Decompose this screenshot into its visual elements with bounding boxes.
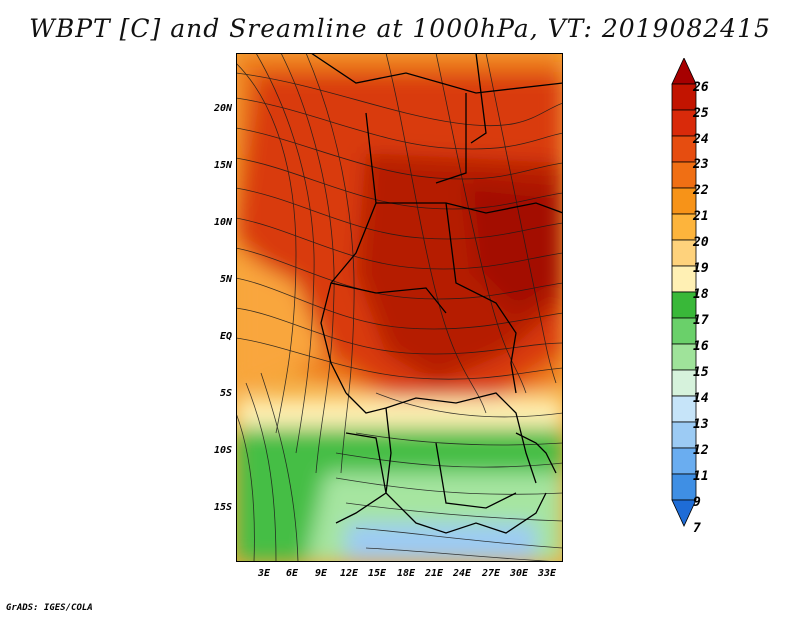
country-borders (236, 53, 563, 562)
lat-label-eq: EQ (219, 331, 232, 342)
colorbar-segment (671, 161, 697, 189)
lon-label-9e: 9E (314, 568, 328, 579)
colorbar-segment (671, 109, 697, 137)
lat-label-15s: 15S (213, 502, 232, 513)
colorbar-label-19: 19 (693, 261, 709, 276)
colorbar-label-26: 26 (693, 80, 709, 95)
colorbar-segment (671, 239, 697, 267)
colorbar-segment (671, 369, 697, 397)
lon-label-6e: 6E (285, 568, 299, 579)
lon-label-24e: 24E (452, 568, 472, 579)
colorbar-label-9: 9 (693, 495, 701, 510)
colorbar-label-25: 25 (693, 106, 709, 121)
colorbar-label-15: 15 (693, 365, 709, 380)
colorbar-label-22: 22 (693, 183, 709, 198)
lon-label-12e: 12E (339, 568, 359, 579)
colorbar-label-20: 20 (693, 235, 709, 250)
colorbar-label-23: 23 (693, 157, 709, 172)
lon-label-21e: 21E (424, 568, 444, 579)
colorbar-segment (671, 473, 697, 501)
streamlines (236, 53, 563, 562)
lon-label-3e: 3E (257, 568, 271, 579)
colorbar-segment (671, 317, 697, 345)
colorbar-label-21: 21 (693, 209, 709, 224)
colorbar-label-18: 18 (693, 287, 709, 302)
colorbar-segment (671, 343, 697, 371)
colorbar-label-13: 13 (693, 417, 709, 432)
colorbar-segment (671, 421, 697, 449)
colorbar-label-14: 14 (693, 391, 709, 406)
wbpt-field-deep (466, 183, 563, 313)
colorbar-segment (671, 83, 697, 111)
wbpt-field-yellow (236, 398, 563, 433)
colorbar-label-11: 11 (693, 469, 709, 484)
lon-label-18e: 18E (396, 568, 416, 579)
colorbar-label-17: 17 (693, 313, 709, 328)
colorbar-label-24: 24 (693, 132, 709, 147)
colorbar-segment (671, 291, 697, 319)
colorbar-segment (671, 187, 697, 215)
lat-label-15n: 15N (213, 160, 232, 171)
grads-credit: GrADS: IGES/COLA (6, 603, 93, 613)
colorbar-label-12: 12 (693, 443, 709, 458)
colorbar-segment (671, 265, 697, 293)
lat-label-10s: 10S (213, 445, 232, 456)
lat-label-5n: 5N (219, 274, 232, 285)
lat-label-5s: 5S (219, 388, 232, 399)
lon-label-33e: 33E (537, 568, 557, 579)
lat-label-20n: 20N (213, 103, 232, 114)
chart-title: WBPT [C] and Sreamline at 1000hPa, VT: 2… (29, 14, 771, 43)
wbpt-field-blue (346, 523, 536, 562)
map-panel (236, 53, 563, 562)
colorbar-label-7: 7 (693, 521, 701, 536)
colorbar (671, 58, 697, 527)
colorbar-label-16: 16 (693, 339, 709, 354)
colorbar-segment (671, 395, 697, 423)
wbpt-field-west-orange (236, 253, 326, 393)
colorbar-segment (671, 499, 697, 527)
lon-label-15e: 15E (367, 568, 387, 579)
lon-label-30e: 30E (509, 568, 529, 579)
lat-label-10n: 10N (213, 217, 232, 228)
lon-label-27e: 27E (481, 568, 501, 579)
